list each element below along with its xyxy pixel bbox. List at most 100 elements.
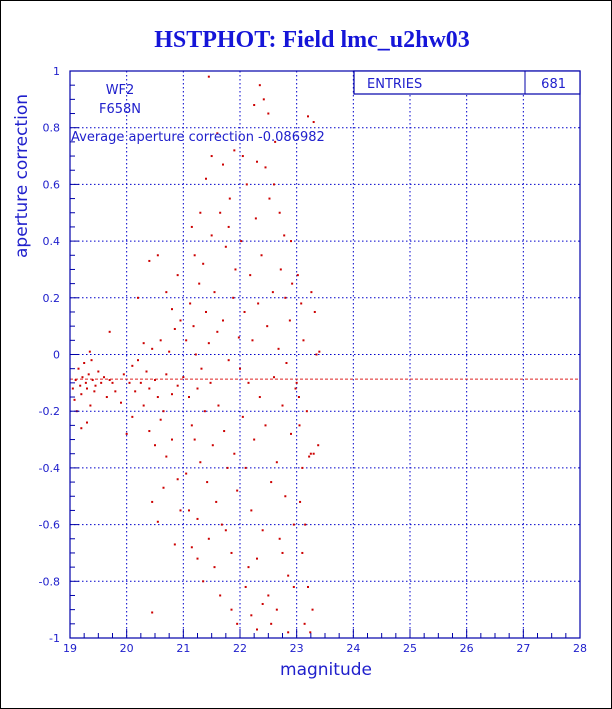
data-point (206, 481, 209, 484)
data-point (247, 566, 250, 569)
data-point (253, 438, 256, 441)
data-point (139, 381, 142, 384)
data-point (244, 466, 247, 469)
data-point (196, 517, 199, 520)
data-point (193, 254, 196, 257)
data-point (301, 551, 304, 554)
data-point (254, 217, 257, 220)
data-point (165, 455, 168, 458)
filter-label: F658N (99, 102, 141, 117)
data-point (281, 551, 284, 554)
data-point (209, 381, 212, 384)
data-point (256, 557, 258, 560)
y-tick-label: 0.2 (43, 292, 61, 305)
data-point (210, 234, 213, 237)
data-point (309, 631, 312, 634)
data-point (122, 373, 125, 376)
data-point (154, 379, 156, 382)
stats-entries-label: ENTRIES (367, 77, 422, 92)
data-point (308, 455, 311, 458)
data-point (151, 347, 154, 350)
x-axis-title: magnitude (280, 660, 372, 680)
data-point (233, 452, 236, 455)
data-point (267, 112, 270, 115)
y-tick-label: -0.4 (39, 462, 60, 475)
data-point (278, 211, 281, 214)
y-tick-label: -1 (49, 632, 60, 645)
data-point (258, 396, 261, 399)
data-point (176, 384, 179, 387)
data-point (196, 557, 199, 560)
data-point (125, 432, 128, 435)
data-point (176, 478, 179, 481)
data-point (91, 379, 94, 382)
data-point (213, 566, 216, 569)
camera-label: WF2 (106, 83, 135, 98)
data-point (108, 330, 111, 333)
data-point (244, 585, 247, 588)
data-point (301, 466, 304, 469)
data-point (270, 622, 273, 625)
data-point (275, 608, 278, 611)
data-point (215, 500, 218, 503)
data-point (224, 529, 227, 532)
data-point (281, 404, 284, 407)
data-point (253, 104, 256, 107)
data-point (232, 296, 235, 299)
average-correction-label: Average aperture correction -0.086982 (71, 130, 325, 145)
data-point (159, 339, 162, 342)
data-point (279, 268, 282, 271)
data-point (216, 132, 219, 135)
data-point (230, 551, 233, 554)
data-point (294, 387, 297, 390)
data-point (171, 438, 173, 441)
y-tick-label: 0.4 (43, 235, 61, 248)
x-tick-label: 20 (120, 642, 134, 655)
data-point (224, 245, 227, 248)
data-point (189, 302, 192, 305)
data-point (222, 163, 224, 166)
data-point (86, 387, 88, 390)
y-tick-label: 1 (53, 65, 60, 78)
data-point (73, 398, 76, 401)
data-point (131, 415, 134, 418)
data-point (278, 537, 281, 540)
data-point (103, 376, 105, 379)
y-tick-label: 0 (53, 349, 60, 362)
data-point (159, 418, 162, 421)
data-point (220, 523, 223, 526)
data-point (284, 296, 287, 299)
data-point (304, 523, 307, 526)
data-point (261, 529, 264, 532)
data-point (156, 520, 159, 523)
data-point (273, 183, 275, 186)
data-point (312, 452, 315, 455)
data-point (261, 602, 264, 605)
x-tick-label: 27 (516, 642, 530, 655)
data-point (219, 211, 222, 214)
data-point (234, 268, 237, 271)
data-point (295, 381, 298, 384)
data-point (223, 430, 226, 433)
data-point (202, 580, 205, 583)
y-axis-title: aperture correction (12, 94, 32, 258)
y-tick-labels: -1 -0.8 -0.6 -0.4 -0.2 0 0.2 0.4 0.6 0.8 1 (39, 65, 60, 645)
data-point (241, 415, 244, 418)
stats-box-frame (353, 70, 581, 95)
data-point (305, 410, 308, 413)
data-point (217, 404, 220, 407)
data-point (312, 121, 315, 124)
data-point (240, 240, 243, 243)
data-point (270, 481, 273, 484)
data-point (233, 149, 236, 152)
data-point (266, 325, 269, 328)
data-point (90, 359, 93, 362)
y-tick-label: -0.6 (39, 519, 60, 532)
data-point (114, 390, 117, 393)
data-point (296, 274, 299, 277)
x-tick-label: 19 (63, 642, 77, 655)
data-point (179, 319, 182, 322)
data-point (190, 225, 193, 228)
data-point (247, 381, 250, 384)
